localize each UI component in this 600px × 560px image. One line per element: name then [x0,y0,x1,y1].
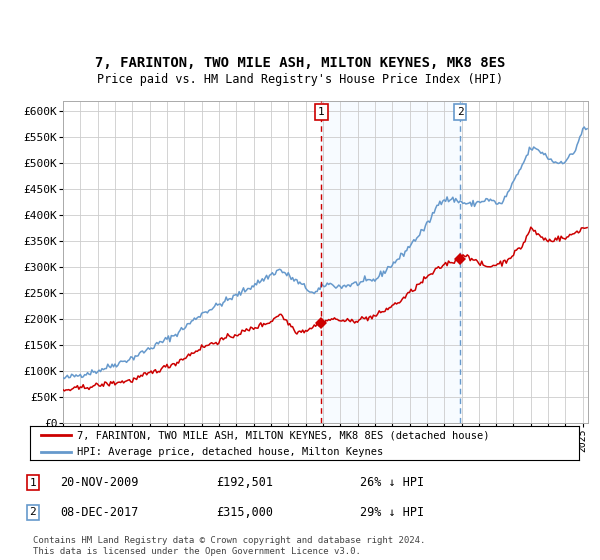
Text: £315,000: £315,000 [216,506,273,519]
Text: 1: 1 [29,478,37,488]
Text: 2: 2 [29,507,37,517]
Text: Contains HM Land Registry data © Crown copyright and database right 2024.
This d: Contains HM Land Registry data © Crown c… [33,536,425,556]
Text: 20-NOV-2009: 20-NOV-2009 [60,476,139,489]
Text: 26% ↓ HPI: 26% ↓ HPI [360,476,424,489]
Text: 1: 1 [318,107,325,117]
Text: £192,501: £192,501 [216,476,273,489]
Text: HPI: Average price, detached house, Milton Keynes: HPI: Average price, detached house, Milt… [77,447,383,456]
Text: 2: 2 [457,107,463,117]
Text: Price paid vs. HM Land Registry's House Price Index (HPI): Price paid vs. HM Land Registry's House … [97,73,503,86]
Text: 08-DEC-2017: 08-DEC-2017 [60,506,139,519]
Text: 29% ↓ HPI: 29% ↓ HPI [360,506,424,519]
Bar [322,101,460,423]
Text: 7, FARINTON, TWO MILE ASH, MILTON KEYNES, MK8 8ES: 7, FARINTON, TWO MILE ASH, MILTON KEYNES… [95,57,505,70]
Text: 7, FARINTON, TWO MILE ASH, MILTON KEYNES, MK8 8ES (detached house): 7, FARINTON, TWO MILE ASH, MILTON KEYNES… [77,430,489,440]
